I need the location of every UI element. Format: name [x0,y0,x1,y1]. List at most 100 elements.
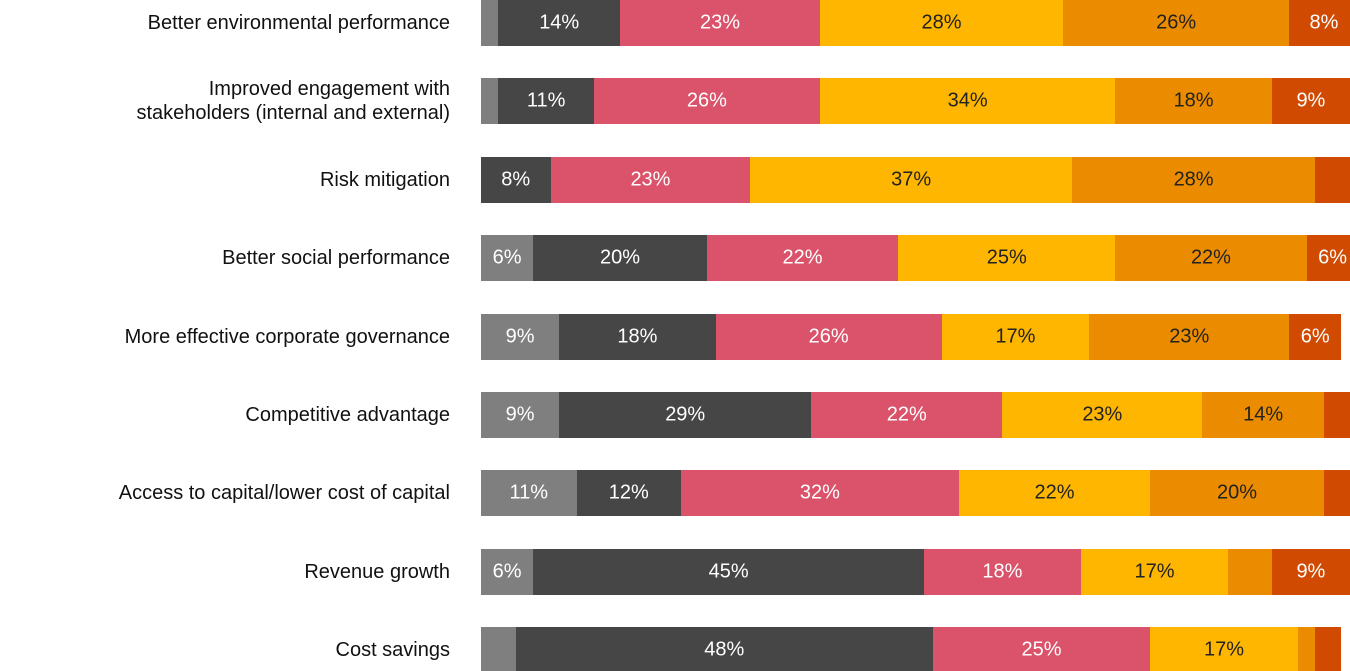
bar-segment [1315,627,1342,671]
bar-segment [533,235,707,282]
bar-segment [811,392,1003,438]
bar-segment [1323,392,1350,438]
value-label: 29% [665,403,706,426]
category-label: More effective corporate governance [124,325,450,348]
value-label: 6% [1318,246,1348,269]
bar-segment [1289,313,1342,360]
value-label: 23% [1169,325,1210,348]
category-label: Revenue growth [304,560,450,583]
value-label: 20% [1217,481,1258,504]
category-label: Improved engagement with stakeholders (i… [136,78,450,125]
value-label: 25% [1021,638,1062,661]
value-label: 18% [1173,89,1214,112]
bar-segment [1297,627,1316,671]
bar-segment [559,392,812,438]
value-label: 8% [501,168,531,191]
bar-segment [1080,548,1229,595]
bar-segment [481,470,577,517]
bar-segment [1150,627,1298,671]
bar-segment [1323,470,1350,517]
value-label: 28% [921,11,962,34]
value-label: 18% [982,560,1023,583]
bar-segment [1089,313,1290,360]
value-label: 37% [891,168,932,191]
value-label: 9% [505,403,535,426]
value-label: 22% [1034,481,1075,504]
bar-segment [1289,0,1350,46]
value-label: 23% [1082,403,1123,426]
value-label: 28% [1173,168,1214,191]
bar-segment [593,78,820,125]
bar-segment [481,0,499,46]
value-label: 14% [1243,403,1284,426]
value-label: 17% [1134,560,1175,583]
bar-segment [924,548,1081,595]
value-label: 26% [808,325,849,348]
bar-segment [1063,0,1290,46]
bar-segment [1271,78,1350,125]
bar-segment [958,470,1151,517]
category-label: Competitive advantage [245,404,450,426]
value-label: 18% [617,325,658,348]
bar-segment [1115,235,1307,282]
value-label: 26% [1156,11,1197,34]
bar-segment [715,313,942,360]
value-label: 22% [1190,246,1231,269]
bar-segment [898,235,1116,282]
bar-segment [1202,392,1324,438]
bar-segment [498,78,594,125]
value-label: 9% [1296,560,1326,583]
value-label: 25% [986,246,1027,269]
category-label: Access to capital/lower cost of capital [118,482,450,505]
value-label: 6% [1300,325,1330,348]
bar-segment [620,0,820,46]
value-label: 48% [704,638,745,661]
bar-segment [481,627,516,671]
category-label: Risk mitigation [319,168,450,191]
bar-segment [481,235,534,282]
bar-segment [706,235,899,282]
value-label: 17% [1203,638,1244,661]
bar-segment [481,156,551,203]
bar-segment [1150,470,1324,517]
value-label: 12% [608,481,649,504]
value-label: 26% [686,89,727,112]
value-label: 22% [886,403,927,426]
value-label: 34% [947,89,988,112]
bar-segment [533,548,925,595]
bar-segment [932,627,1151,671]
bar-segment [1002,392,1203,438]
bar-segment [680,470,959,517]
value-label: 45% [708,560,749,583]
bar-segment [576,470,681,517]
value-label: 6% [492,560,522,583]
bar-segment [550,156,751,203]
bar-segment [1071,156,1316,203]
bar-segment [1306,235,1350,282]
bar-segment [1115,78,1272,125]
bar-segment [481,548,534,595]
bar-segment [819,78,1116,125]
value-label: 11% [526,89,566,112]
value-label: 11% [509,481,549,504]
value-label: 6% [492,246,522,269]
value-label: 23% [699,11,740,34]
bar-segment [1315,156,1350,203]
category-label: Cost savings [335,639,451,662]
bar-segment [559,313,716,360]
value-label: 9% [505,325,535,348]
bar-segment [750,156,1072,203]
value-label: 20% [600,246,641,269]
bar-segment [819,0,1064,46]
bar-segment [481,313,560,360]
bar-segment [481,392,560,438]
value-label: 32% [799,481,840,504]
value-label: 22% [782,246,823,269]
bar-segment [481,78,499,125]
bar-segment [515,627,933,671]
value-label: 23% [630,168,671,191]
bar-segment [1271,548,1350,595]
bar-segment [941,313,1090,360]
bar-segment [1228,548,1272,595]
